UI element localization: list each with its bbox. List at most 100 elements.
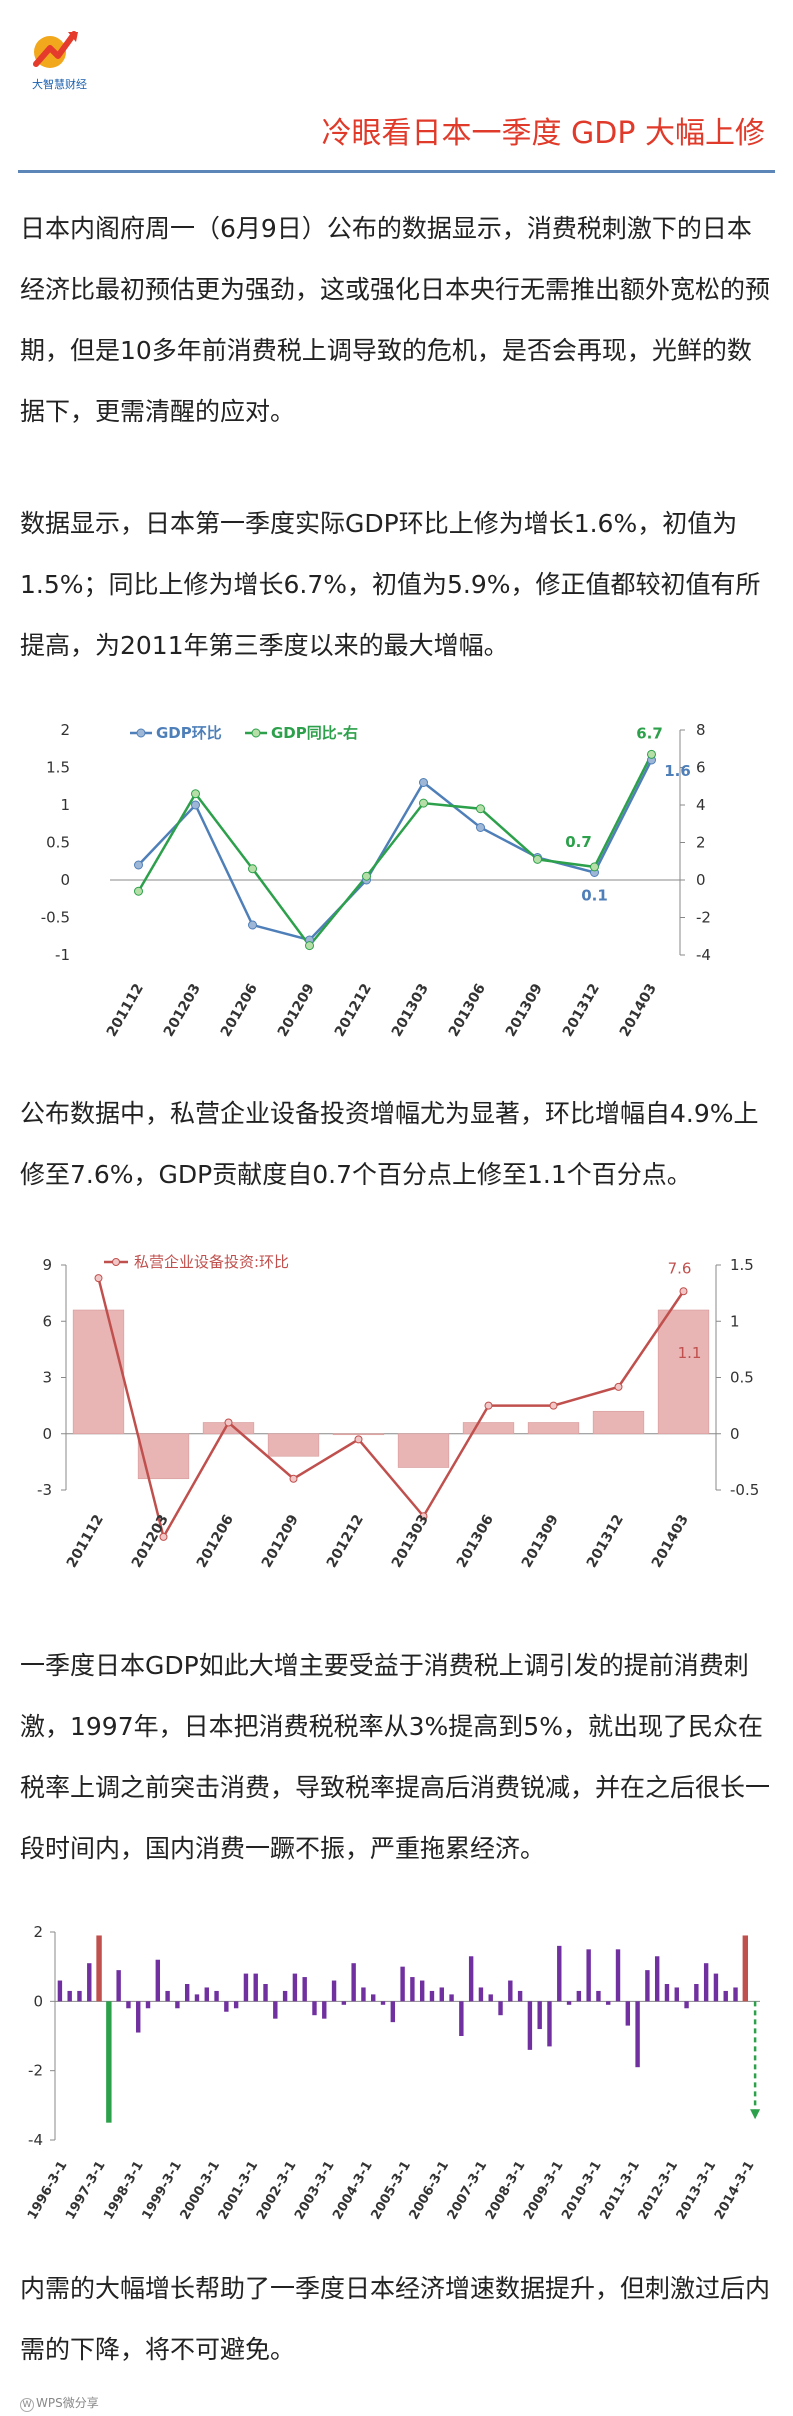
y-right-tick-label: 4: [696, 796, 706, 814]
footer-text: WPS微分享: [36, 2396, 99, 2410]
bar-quarterly-gdp: [96, 1935, 102, 2002]
paragraph-conclusion: 内需的大幅增长帮助了一季度日本经济增速数据提升，但刺激过后内需的下降，将不可避免…: [20, 2274, 771, 2364]
point-gdp-yoy: [191, 789, 200, 799]
x-tick-label: 201306: [454, 1512, 497, 1570]
bar-quarterly-gdp: [341, 2001, 347, 2005]
bar-quarterly-gdp: [126, 2001, 131, 2009]
bar-contribution: [72, 1309, 125, 1435]
bar-quarterly-gdp: [233, 2001, 239, 2009]
paragraph-intro: 日本内阁府周一（6月9日）公布的数据显示，消费税刺激下的日本经济比最初预估更为强…: [20, 214, 771, 426]
x-tick-label: 201209: [275, 981, 318, 1040]
brand-logo: 大智慧财经: [28, 28, 108, 98]
point-capex: [289, 1474, 298, 1483]
bar-quarterly-gdp: [459, 2001, 464, 2036]
x-tick-label: 201303: [389, 1512, 432, 1570]
bar-quarterly-gdp: [684, 2001, 689, 2009]
bar-quarterly-gdp: [390, 2001, 396, 2023]
bar-quarterly-gdp: [478, 1987, 484, 2002]
bar-quarterly-gdp: [449, 1994, 454, 2002]
point-gdp-qoq: [134, 860, 143, 870]
bar-quarterly-gdp: [654, 1956, 660, 2002]
point-gdp-yoy: [647, 749, 656, 759]
point-gdp-yoy: [419, 798, 428, 808]
x-tick-label: 201312: [584, 1512, 627, 1570]
point-capex: [354, 1435, 363, 1444]
bar-quarterly-gdp: [429, 1990, 435, 2002]
bar-quarterly-gdp: [57, 1980, 63, 2002]
y-tick-label: 0: [33, 1992, 43, 2010]
title-divider: [18, 170, 775, 173]
bar-quarterly-gdp: [224, 2001, 229, 2012]
bar-quarterly-gdp: [175, 2001, 180, 2009]
point-capex: [679, 1287, 688, 1296]
bar-quarterly-gdp: [694, 1984, 699, 2002]
bar-quarterly-gdp: [596, 1990, 601, 2002]
bar-quarterly-gdp: [263, 1984, 268, 2002]
legend-label-yoy: GDP同比-右: [271, 724, 358, 742]
bar-quarterly-gdp: [214, 1990, 219, 2002]
bar-quarterly-gdp: [184, 1984, 190, 2002]
bar-quarterly-gdp: [273, 2001, 278, 2019]
paragraph-data: 数据显示，日本第一季度实际GDP环比上修为增长1.6%，初值为1.5%；同比上修…: [20, 509, 761, 660]
bar-quarterly-gdp: [204, 1987, 209, 2002]
bar-quarterly-gdp: [635, 2001, 640, 2068]
x-tick-label: 201212: [324, 1512, 367, 1570]
legend-marker-capex: [112, 1258, 120, 1266]
footer-credit: W WPS微分享: [20, 2394, 99, 2412]
brand-name: 大智慧财经: [32, 78, 87, 91]
bar-quarterly-gdp: [253, 1973, 258, 2002]
bar-quarterly-gdp: [488, 1994, 493, 2002]
data-label-qoq-prev: 0.1: [581, 887, 608, 905]
bar-quarterly-gdp: [547, 2001, 552, 2047]
point-capex: [549, 1401, 558, 1410]
point-capex: [94, 1274, 103, 1283]
bar-quarterly-gdp: [67, 1990, 72, 2002]
bar-quarterly-gdp: [77, 1990, 82, 2002]
bar-contribution: [592, 1410, 645, 1435]
bar-quarterly-gdp: [674, 1987, 679, 2002]
historical-gdp-bar-chart: 20-2-41996-3-11997-3-11998-3-11999-3-120…: [25, 1923, 761, 2223]
x-tick-label: 2014-3-1: [712, 2159, 758, 2223]
capex-combo-chart: 9 6 3 0 -3 1.5 1 0.5 0 -0.5 201112 201203 201206 2012…: [37, 1253, 759, 1570]
point-gdp-yoy: [362, 871, 371, 881]
legend-marker-yoy: [251, 728, 261, 738]
bar-quarterly-gdp: [625, 2001, 631, 2026]
y-right-tick-label: 0.5: [730, 1369, 754, 1387]
x-tick-label: 201303: [389, 981, 432, 1040]
y-left-tick-label: 1.5: [46, 759, 70, 777]
point-gdp-qoq: [476, 823, 485, 832]
bar-contribution: [332, 1433, 385, 1436]
y-right-tick-label: 1.5: [730, 1256, 754, 1274]
bar-quarterly-gdp: [331, 1980, 337, 2002]
data-label-capex-last: 7.6: [668, 1259, 692, 1277]
point-gdp-qoq: [191, 800, 200, 810]
bar-quarterly-gdp: [566, 2001, 572, 2005]
bar-quarterly-gdp: [400, 1966, 405, 2002]
y-left-tick-label: 9: [42, 1256, 52, 1274]
bar-quarterly-gdp: [302, 1977, 307, 2002]
y-left-tick-label: 0: [42, 1425, 52, 1443]
y-left-tick-label: -1: [55, 946, 70, 964]
y-right-tick-label: 8: [696, 721, 706, 739]
bar-quarterly-gdp: [155, 1959, 161, 2002]
bar-contribution: [527, 1422, 580, 1435]
projected-decline-arrowhead: [750, 2109, 761, 2120]
legend-label-capex: 私营企业设备投资:环比: [134, 1253, 289, 1271]
y-left-tick-label: 0: [60, 871, 70, 889]
y-left-tick-label: -0.5: [41, 909, 70, 927]
bar-quarterly-gdp: [576, 1990, 582, 2002]
legend-marker-qoq: [136, 728, 146, 738]
bar-quarterly-gdp: [703, 1963, 709, 2002]
x-tick-label: 201203: [129, 1512, 172, 1570]
x-tick-label: 201212: [332, 981, 375, 1040]
paragraph-history: 一季度日本GDP如此大增主要受益于消费税上调引发的提前消费刺激，1997年，日本…: [20, 1651, 771, 1863]
bar-contribution: [462, 1422, 515, 1435]
x-tick-label: 201206: [194, 1512, 237, 1570]
point-gdp-qoq: [419, 778, 428, 787]
data-label-yoy-prev: 0.7: [565, 833, 592, 851]
bar-quarterly-gdp: [713, 1973, 719, 2002]
point-gdp-yoy: [533, 854, 542, 864]
bar-quarterly-gdp: [380, 2001, 386, 2005]
bar-quarterly-gdp: [508, 1980, 513, 2002]
bar-quarterly-gdp: [606, 2001, 611, 2005]
